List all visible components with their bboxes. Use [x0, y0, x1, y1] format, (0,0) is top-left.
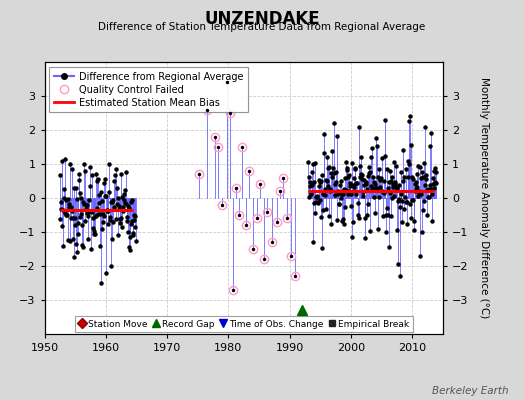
- Text: Berkeley Earth: Berkeley Earth: [432, 386, 508, 396]
- Text: UNZENDAKE: UNZENDAKE: [204, 10, 320, 28]
- Y-axis label: Monthly Temperature Anomaly Difference (°C): Monthly Temperature Anomaly Difference (…: [479, 77, 489, 319]
- Text: Difference of Station Temperature Data from Regional Average: Difference of Station Temperature Data f…: [99, 22, 425, 32]
- Legend: Station Move, Record Gap, Time of Obs. Change, Empirical Break: Station Move, Record Gap, Time of Obs. C…: [74, 316, 413, 332]
